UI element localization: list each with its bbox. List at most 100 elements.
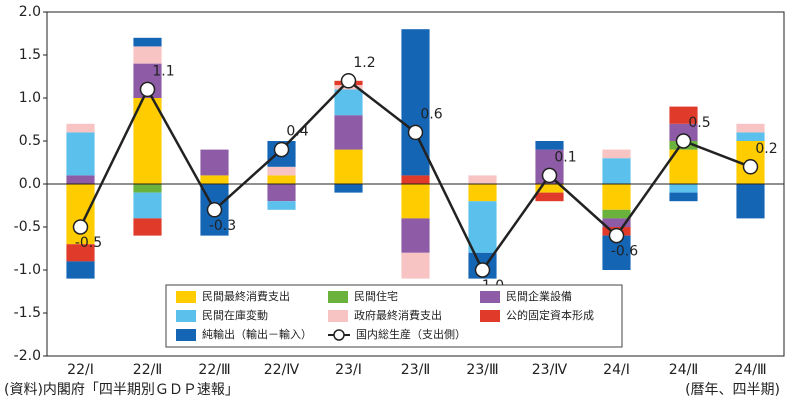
- bar-segment: [736, 132, 765, 141]
- gdp-marker: [206, 202, 223, 218]
- bar-segment: [66, 123, 95, 133]
- y-tick-label: 0.5: [19, 133, 41, 149]
- bar-segment: [267, 166, 296, 176]
- bar-segment: [535, 192, 564, 202]
- source-note: (資料)内閣府「四半期別ＧＤＰ速報」: [4, 382, 239, 398]
- gdp-marker: [675, 133, 692, 149]
- legend-label: 民間企業設備: [506, 289, 572, 303]
- bar-segment: [133, 46, 162, 64]
- x-tick-label: 22/Ⅳ: [264, 362, 300, 378]
- legend-swatch: [328, 310, 348, 322]
- bar-segment: [468, 184, 497, 202]
- bar-segment: [401, 184, 430, 219]
- bar-segment: [669, 123, 698, 141]
- bar-segment: [200, 149, 229, 176]
- bar-segment: [200, 175, 229, 184]
- bar-segment: [669, 192, 698, 202]
- bar-segment: [468, 175, 497, 184]
- x-tick-label: 24/Ⅱ: [669, 362, 698, 378]
- y-tick-label: -1.0: [14, 262, 41, 278]
- legend-marker: [333, 329, 345, 341]
- data-label: -0.3: [209, 218, 236, 234]
- bar-segment: [602, 184, 631, 210]
- bar-segment: [267, 201, 296, 210]
- gdp-marker: [608, 227, 625, 244]
- data-label: -0.6: [611, 244, 638, 260]
- bar-segment: [602, 149, 631, 159]
- bar-segment: [66, 175, 95, 184]
- bar-segment: [66, 244, 95, 262]
- legend-label: 民間最終消費支出: [202, 289, 290, 303]
- data-label: 1.1: [152, 63, 174, 79]
- legend-label: 国内総生産（支出側）: [356, 327, 466, 341]
- data-label: -0.5: [75, 235, 102, 251]
- bar-segment: [133, 184, 162, 193]
- x-tick-label: 24/Ⅰ: [603, 362, 630, 378]
- legend-label: 公的固定資本形成: [506, 308, 594, 322]
- y-tick-label: -1.5: [14, 305, 41, 321]
- gdp-marker: [273, 141, 290, 158]
- y-tick-label: 2.0: [19, 4, 41, 20]
- gdp-marker: [139, 81, 156, 98]
- data-label: 0.5: [688, 115, 710, 131]
- x-tick-label: 23/Ⅰ: [335, 362, 362, 378]
- legend-swatch: [328, 291, 348, 303]
- bar-segment: [468, 201, 497, 253]
- bar-segment: [602, 218, 631, 227]
- legend-swatch: [176, 291, 196, 303]
- bar-segment: [267, 175, 296, 184]
- bar-segment: [133, 192, 162, 219]
- y-tick-label: -2.0: [14, 348, 41, 364]
- bar-segment: [535, 184, 564, 193]
- x-tick-label: 22/Ⅲ: [198, 362, 230, 378]
- gdp-marker: [72, 219, 89, 235]
- bar-segment: [334, 89, 363, 116]
- data-label: 0.1: [554, 149, 576, 165]
- data-label: 0.2: [755, 141, 777, 157]
- bar-segment: [66, 132, 95, 176]
- bar-segment: [66, 261, 95, 279]
- gdp-marker: [340, 73, 357, 89]
- y-tick-label: 1.5: [19, 47, 41, 63]
- legend-label: 民間在庫変動: [202, 308, 268, 322]
- x-tick-label: 23/Ⅱ: [401, 362, 430, 378]
- gdp-marker: [742, 159, 759, 175]
- legend-label: 政府最終消費支出: [354, 308, 442, 322]
- x-tick-label: 23/Ⅳ: [532, 362, 568, 378]
- legend-swatch: [176, 329, 196, 341]
- y-tick-label: 1.0: [19, 90, 41, 106]
- legend-swatch: [480, 310, 500, 322]
- bar-segment: [669, 106, 698, 124]
- bar-segment: [133, 218, 162, 236]
- gdp-marker: [541, 167, 558, 184]
- legend-label: 純輸出（輸出－輸入）: [202, 327, 312, 341]
- bar-segment: [334, 149, 363, 184]
- bar-segment: [267, 184, 296, 202]
- legend-swatch: [480, 291, 500, 303]
- x-tick-label: 22/Ⅰ: [67, 362, 94, 378]
- bar-segment: [602, 209, 631, 219]
- x-tick-label: 23/Ⅲ: [466, 362, 498, 378]
- bar-segment: [334, 184, 363, 193]
- legend-label: 民間住宅: [354, 289, 398, 303]
- bar-segment: [401, 218, 430, 253]
- gdp-marker: [474, 262, 491, 278]
- bar-segment: [401, 252, 430, 279]
- bar-segment: [736, 184, 765, 219]
- legend-box: [165, 284, 623, 348]
- bar-segment: [669, 184, 698, 193]
- bar-segment: [535, 141, 564, 150]
- bar-segment: [602, 158, 631, 184]
- bar-segment: [401, 175, 430, 184]
- x-tick-label: 24/Ⅲ: [734, 362, 766, 378]
- bar-segment: [133, 37, 162, 47]
- legend-swatch: [176, 310, 196, 322]
- x-tick-label: 22/Ⅱ: [133, 362, 162, 378]
- gdp-marker: [407, 124, 424, 141]
- bar-segment: [133, 98, 162, 184]
- data-label: 0.6: [420, 106, 442, 122]
- bar-segment: [736, 123, 765, 133]
- y-tick-label: -0.5: [14, 219, 41, 235]
- data-label: 0.4: [286, 124, 308, 140]
